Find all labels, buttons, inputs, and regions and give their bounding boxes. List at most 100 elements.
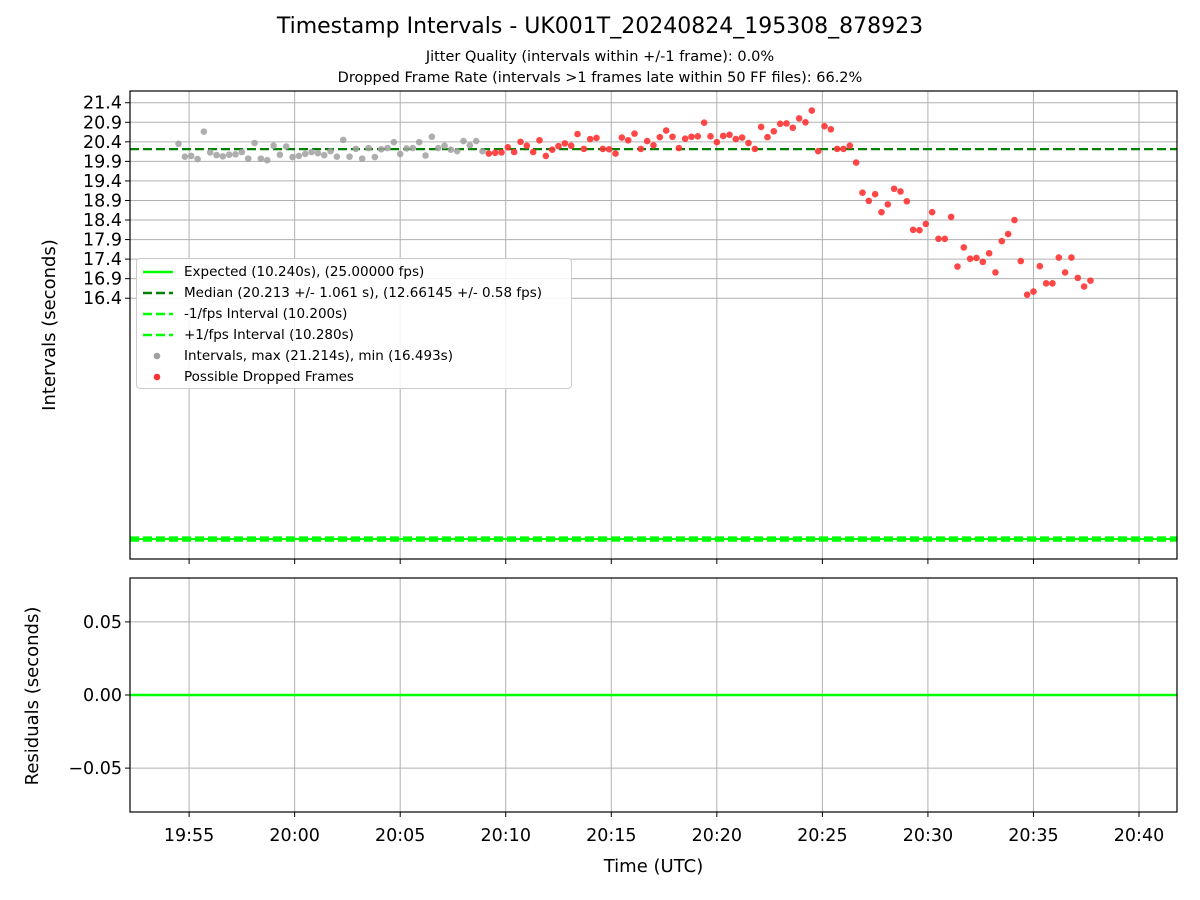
interval-point <box>377 145 385 153</box>
interval-point <box>466 142 474 149</box>
y-tick-label: 19.9 <box>83 152 122 172</box>
legend-label-plus-fps: +1/fps Interval (10.280s) <box>184 327 354 343</box>
dropped-frame-point <box>865 197 873 205</box>
interval-point <box>365 144 372 152</box>
residual-y-axis-label: Residuals (seconds) <box>22 607 43 786</box>
dropped-frame-point <box>599 145 607 153</box>
interval-point <box>358 155 366 162</box>
plot-frame <box>129 90 1178 560</box>
interval-point <box>181 153 189 160</box>
interval-point <box>422 152 429 159</box>
interval-point <box>270 142 277 150</box>
interval-point <box>206 149 214 156</box>
dropped-frame-point <box>935 235 942 243</box>
legend-item-median: Median (20.213 +/- 1.061 s), (12.66145 +… <box>137 283 573 303</box>
interval-point <box>447 146 455 153</box>
dropped-frame-point <box>745 139 752 147</box>
dropped-frame-point <box>814 147 822 155</box>
y-tick-label: 17.9 <box>83 231 122 251</box>
interval-point <box>352 145 360 153</box>
dropped-frame-point <box>890 185 898 193</box>
legend-label-median: Median (20.213 +/- 1.061 s), (12.66145 +… <box>184 285 543 301</box>
x-tick-label: 20:35 <box>1008 826 1058 846</box>
plot-marks <box>130 107 1177 542</box>
chart-legend: Expected (10.240s), (25.00000 fps) Media… <box>136 258 572 389</box>
dropped-frame-point <box>1055 254 1063 261</box>
dropped-frame-point <box>928 208 936 216</box>
dropped-frame-point <box>789 124 797 132</box>
dropped-frame-point <box>808 107 816 114</box>
dropped-frame-point <box>593 134 600 142</box>
dropped-frame-point <box>998 237 1006 245</box>
interval-point <box>346 153 353 160</box>
dropped-frame-point <box>485 150 493 157</box>
interval-point <box>308 148 315 156</box>
dropped-frame-point <box>973 254 980 262</box>
interval-point <box>200 128 208 135</box>
x-tick-label: 20:05 <box>375 826 425 846</box>
legend-item-minus-fps: -1/fps Interval (10.200s) <box>137 304 573 324</box>
interval-point <box>289 153 296 161</box>
dropped-frame-point <box>764 133 771 141</box>
interval-point <box>295 152 303 160</box>
dropped-frame-point <box>662 127 670 134</box>
dropped-frame-point <box>776 120 784 128</box>
dropped-frame-point <box>536 136 543 144</box>
dropped-frame-point <box>992 269 999 276</box>
interval-point <box>441 142 448 150</box>
legend-key-median <box>143 291 173 295</box>
dropped-frame-point <box>656 133 664 141</box>
interval-point <box>339 136 347 144</box>
y-tick-label: 0.00 <box>83 686 122 706</box>
dropped-frame-subtitle: Dropped Frame Rate (intervals >1 frames … <box>337 70 863 86</box>
dropped-frame-point <box>846 142 854 150</box>
y-tick-label: 17.4 <box>83 250 122 270</box>
dropped-frame-point <box>852 159 860 166</box>
interval-point <box>460 137 467 145</box>
dropped-frame-point <box>909 226 917 234</box>
interval-point <box>276 151 284 159</box>
interval-point <box>314 149 322 157</box>
dropped-frame-point <box>1042 280 1050 287</box>
dropped-frame-point <box>840 145 847 153</box>
chart-title: Timestamp Intervals - UK001T_20240824_19… <box>276 14 924 39</box>
dropped-frame-point <box>491 149 499 157</box>
y-tick-label: 16.4 <box>83 289 122 309</box>
dropped-frame-point <box>1030 288 1037 295</box>
dropped-frame-point <box>916 226 923 234</box>
dropped-frame-point <box>954 263 961 270</box>
interval-point <box>232 151 239 158</box>
dropped-frame-point <box>1023 291 1031 298</box>
dropped-frame-point <box>1080 283 1088 290</box>
interval-point <box>409 144 417 152</box>
interval-point <box>194 155 201 163</box>
dropped-frame-point <box>612 150 619 157</box>
legend-key-dropped <box>153 373 161 381</box>
dropped-frame-point <box>681 135 689 142</box>
y-tick-label: 18.9 <box>83 191 122 211</box>
interval-point <box>320 151 328 159</box>
interval-point <box>428 133 436 141</box>
x-tick-label: 20:40 <box>1114 826 1164 846</box>
legend-label-minus-fps: -1/fps Interval (10.200s) <box>184 306 348 322</box>
dropped-frame-point <box>966 255 974 263</box>
dropped-frame-point <box>700 119 708 126</box>
dropped-frame-point <box>1087 277 1094 284</box>
interval-point <box>415 138 423 146</box>
dropped-frame-point <box>770 127 778 135</box>
legend-item-plus-fps: +1/fps Interval (10.280s) <box>137 325 573 345</box>
dropped-frame-point <box>979 258 987 266</box>
dropped-frame-point <box>624 136 632 144</box>
interval-point <box>251 139 258 147</box>
jitter-quality-subtitle: Jitter Quality (intervals within +/-1 fr… <box>425 49 775 65</box>
y-tick-label: 21.4 <box>83 94 122 114</box>
dropped-frame-point <box>985 249 993 257</box>
dropped-frame-point <box>1017 257 1025 265</box>
dropped-frame-point <box>751 145 759 153</box>
dropped-frame-point <box>1004 230 1012 238</box>
dropped-frame-point <box>548 146 556 153</box>
x-tick-label: 20:10 <box>481 826 531 846</box>
dropped-frame-point <box>605 145 613 153</box>
x-tick-label: 20:25 <box>797 826 847 846</box>
